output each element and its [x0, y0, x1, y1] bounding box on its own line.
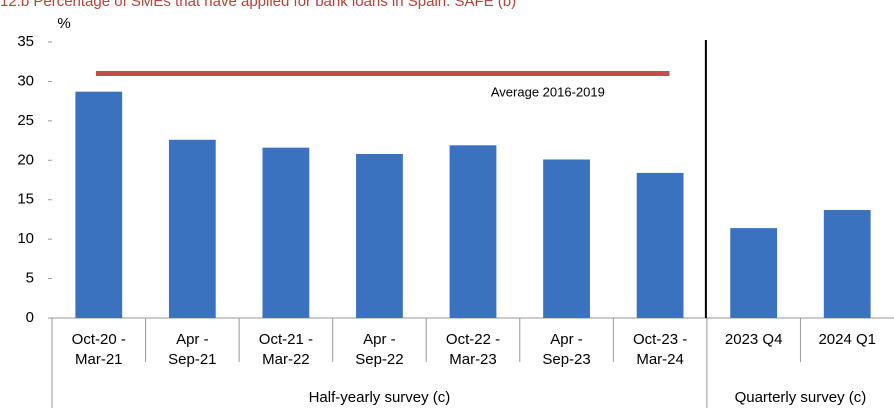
x-tick-label: Sep-23: [542, 351, 590, 368]
x-tick-label: Apr -: [363, 331, 396, 348]
y-tick-label: 0: [26, 309, 34, 326]
y-tick-label: 25: [17, 112, 34, 129]
x-tick-label: Sep-22: [355, 351, 403, 368]
bar: [636, 172, 684, 318]
x-tick-label: 2024 Q1: [818, 331, 876, 348]
y-tick-label: 20: [17, 151, 34, 168]
y-axis-unit: %: [57, 15, 70, 32]
y-tick-label: 10: [17, 230, 34, 247]
x-tick-label: Mar-21: [75, 351, 123, 368]
chart-title: 12.b Percentage of SMEs that have applie…: [0, 0, 516, 10]
bar: [262, 147, 310, 318]
bar: [730, 228, 778, 318]
y-tick-label: 35: [17, 33, 34, 50]
x-tick-label: Apr -: [176, 331, 209, 348]
group-label: Half-yearly survey (c): [309, 389, 451, 406]
x-tick-label: Apr -: [550, 331, 583, 348]
x-tick-label: Mar-24: [636, 351, 684, 368]
x-tick-label: Mar-23: [449, 351, 497, 368]
x-tick-label: Mar-22: [262, 351, 310, 368]
y-tick-label: 30: [17, 72, 34, 89]
x-tick-label: Oct-20 -: [72, 331, 126, 348]
x-tick-label: 2023 Q4: [725, 331, 783, 348]
x-tick-label: Oct-21 -: [259, 331, 313, 348]
group-label: Quarterly survey (c): [735, 389, 867, 406]
y-tick-label: 15: [17, 191, 34, 208]
reference-label: Average 2016-2019: [491, 85, 605, 100]
bar: [168, 139, 216, 318]
x-tick-label: Sep-21: [168, 351, 216, 368]
y-tick-label: 5: [26, 270, 34, 287]
x-tick-label: Oct-22 -: [446, 331, 500, 348]
bar: [823, 209, 871, 318]
x-tick-label: Oct-23 -: [633, 331, 687, 348]
bar: [449, 145, 497, 318]
bar: [356, 153, 403, 318]
bar: [543, 159, 590, 318]
bar: [75, 91, 123, 319]
